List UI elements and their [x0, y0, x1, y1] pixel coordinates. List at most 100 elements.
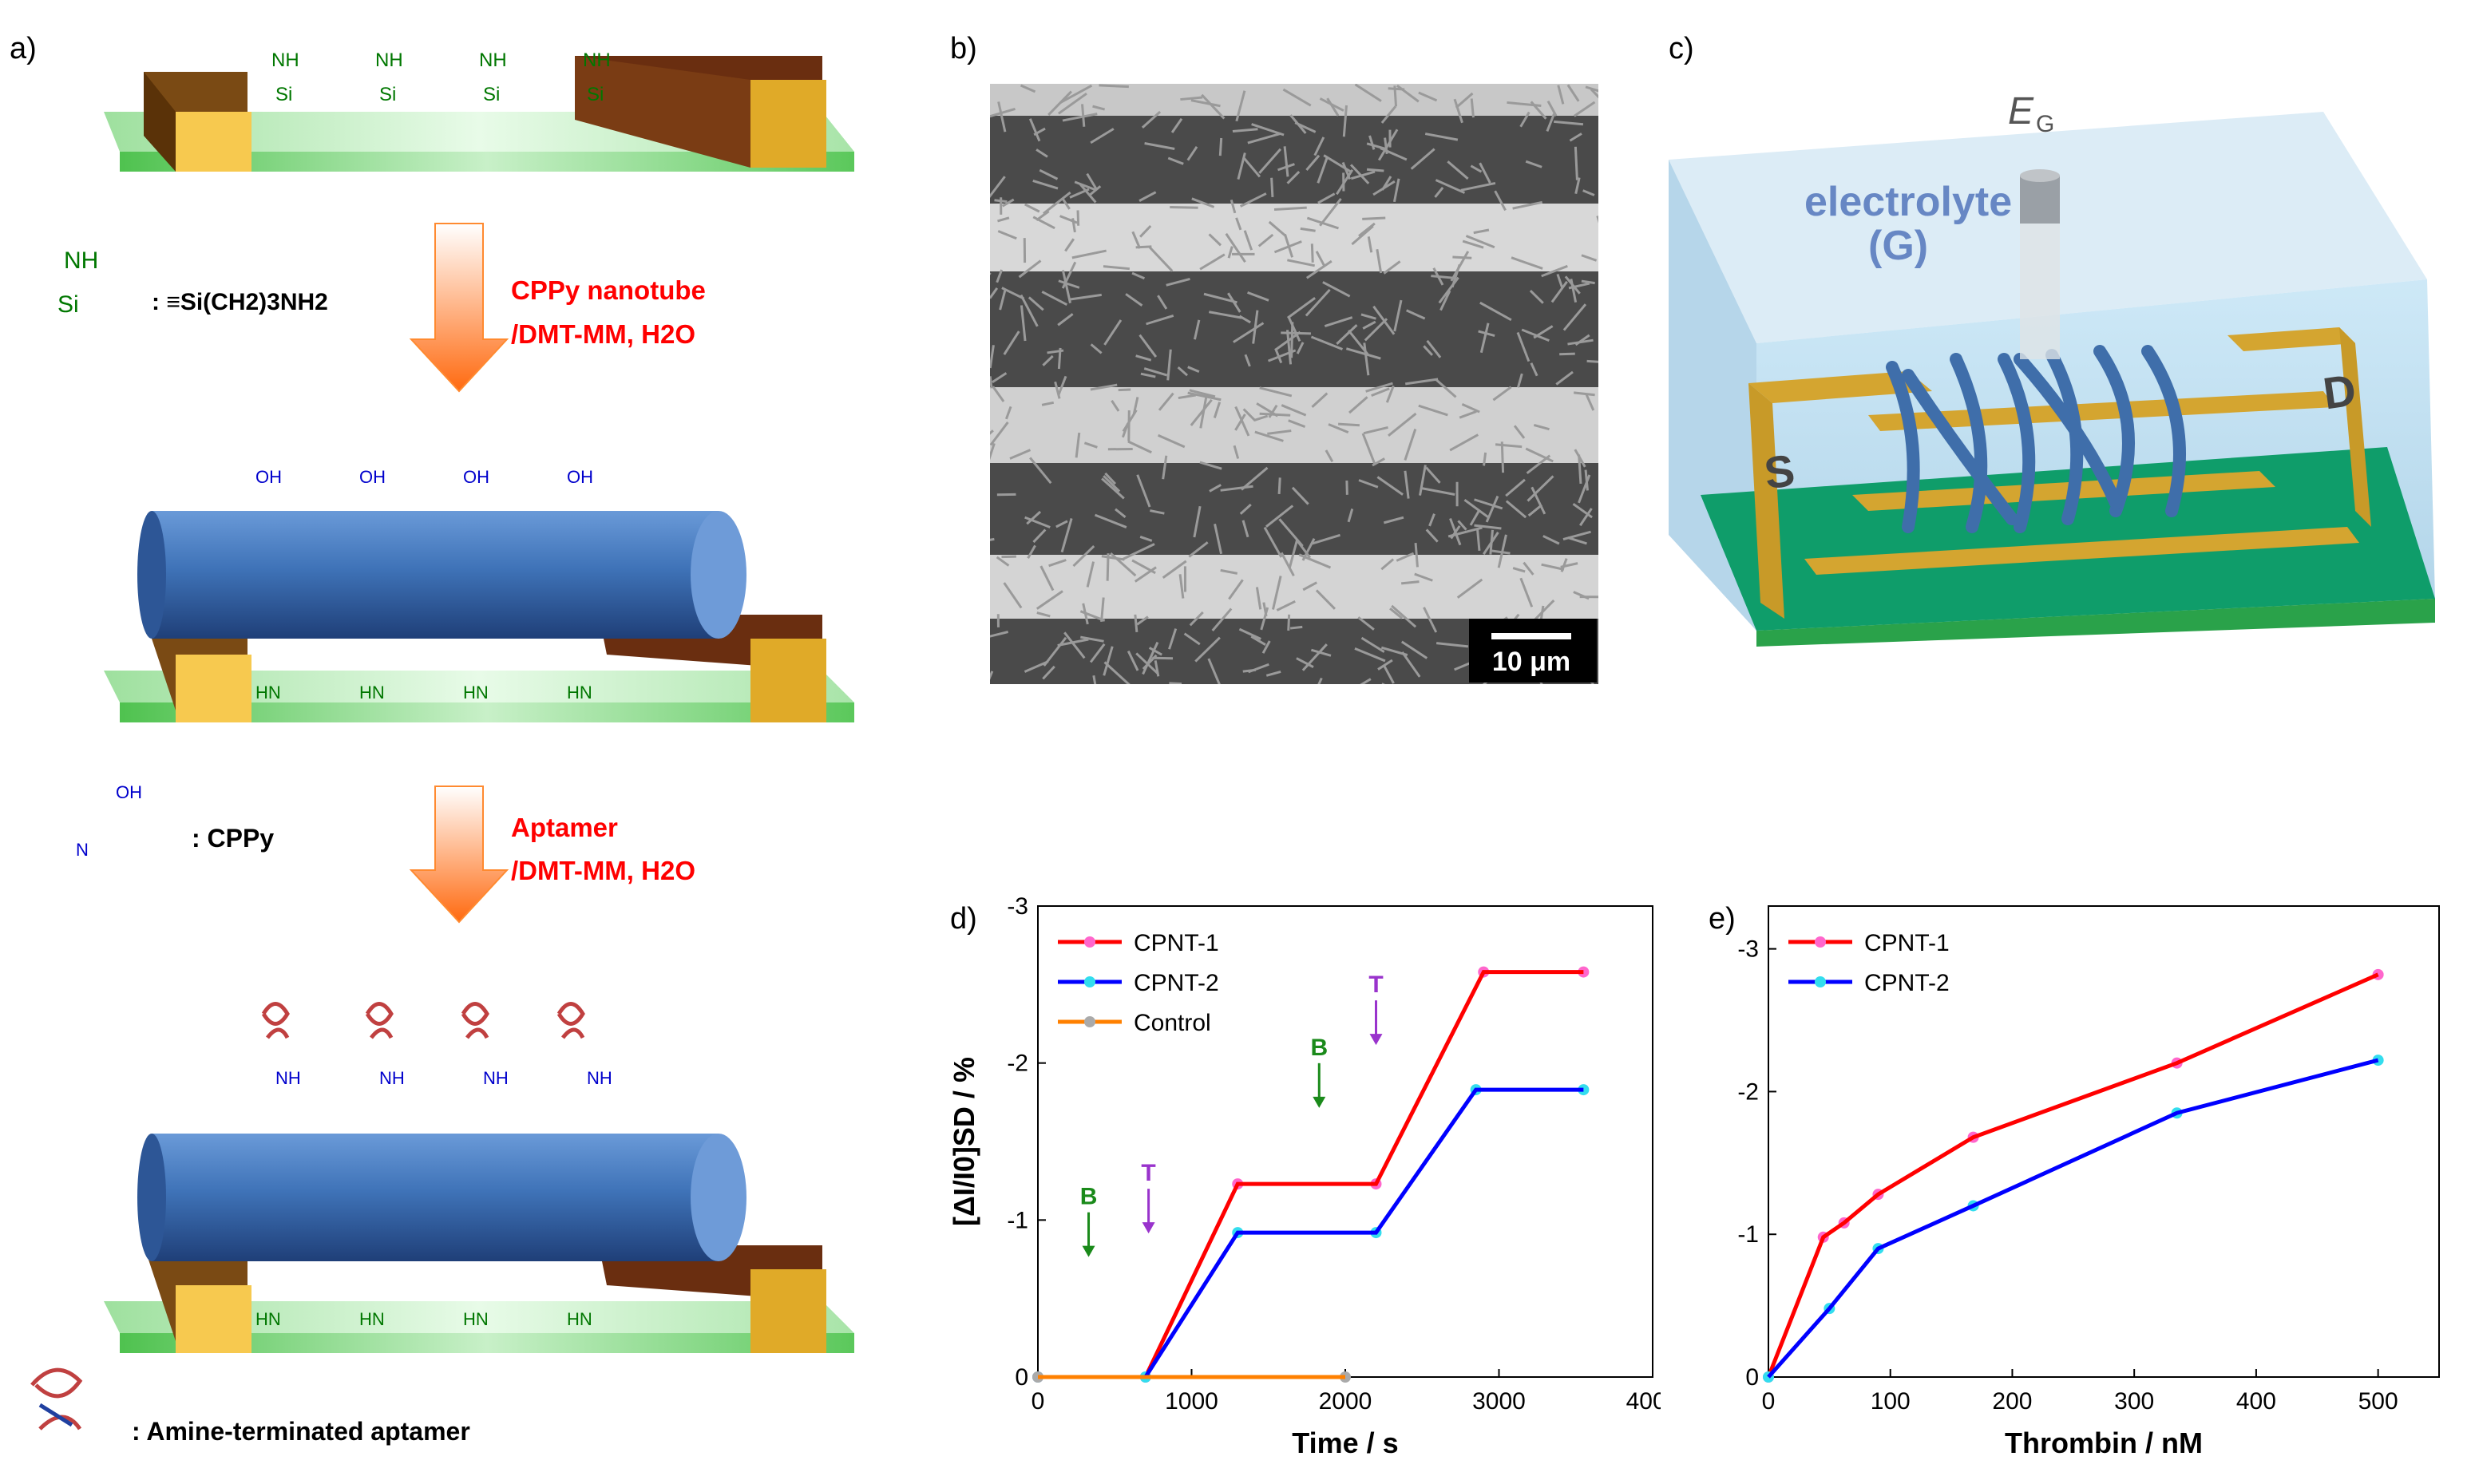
nanotube-wire [1125, 293, 1143, 307]
scale-bar-label: 10 μm [1492, 647, 1570, 677]
nanotube-wire [1041, 291, 1068, 306]
nanotube-wire [1027, 544, 1036, 559]
nanotube-wire [1101, 555, 1125, 561]
nanotube-wire [1513, 425, 1526, 439]
nanotube-wire [1305, 288, 1331, 317]
nanotube-wire [1310, 648, 1332, 657]
nanotube-wire [1456, 578, 1483, 599]
nanotube-wire [1584, 469, 1589, 491]
legend-marker [1815, 976, 1826, 987]
nanotube-wire [1562, 530, 1591, 541]
nanotube-wire [1254, 430, 1284, 442]
nanotube-wire [1018, 259, 1042, 279]
nanotube-wire [1148, 245, 1174, 272]
nanotube-wire [1170, 205, 1198, 209]
y-tick-label: 0 [1745, 1364, 1759, 1391]
nanotube-wire [1432, 267, 1444, 286]
nanotube-wire [1134, 566, 1157, 583]
nanotube-wire [1404, 470, 1410, 499]
nanotube-wire [1141, 110, 1162, 129]
nanotube-wire [1090, 128, 1115, 144]
nanotube-wire [1393, 299, 1403, 332]
nanotube-wire [1048, 559, 1067, 568]
nanotube-wire [1434, 186, 1444, 198]
nanotube-wire [1083, 441, 1098, 449]
panel-b-label: b) [950, 32, 977, 65]
nanotube-wire [1220, 485, 1253, 492]
nanotube-wire [1366, 168, 1384, 172]
nanotube-wire [1199, 461, 1222, 470]
nanotube-wire [1372, 305, 1396, 335]
substrate-step1 [104, 56, 854, 172]
nanotube-wire [1423, 345, 1434, 356]
nanotube-wire [1080, 635, 1104, 643]
legend-marker [1084, 976, 1095, 987]
nanotube-wire [1556, 273, 1564, 289]
nanotube-wire [1225, 232, 1246, 263]
nanotube-wire [1057, 375, 1067, 396]
nanotube-wires [1886, 345, 2186, 533]
legend-label: Control [1134, 1010, 1211, 1036]
x-tick-label: 0 [1032, 1388, 1045, 1415]
nanotube-wire [1505, 478, 1526, 497]
nanotube-wire [990, 671, 994, 680]
nanotube-wire [1383, 665, 1395, 684]
gate-electrode [2020, 169, 2060, 359]
panel-a-label: a) [10, 32, 37, 65]
nanotube-wire [1101, 477, 1125, 500]
nanotube-wire [1270, 177, 1274, 198]
nanotube-wire [1555, 370, 1574, 386]
nanotube-wire [1287, 316, 1301, 342]
nanotube-wire [1162, 560, 1187, 579]
nanotube-wire [990, 537, 995, 541]
nanotube-wire [1388, 412, 1417, 437]
nanotube-wire [1242, 668, 1257, 673]
nanotube-wire [1263, 526, 1283, 558]
nanotube-wire [990, 376, 993, 389]
nanotube-wire [1060, 517, 1073, 553]
nanotube-wire [1247, 132, 1281, 144]
legend-label: CPNT-1 [1134, 930, 1219, 956]
nanotube-wire [1261, 640, 1271, 654]
nanotube-wire [1256, 402, 1279, 417]
nanotube-wire [1422, 487, 1455, 496]
step1-reagent-1: CPPy nanotube [511, 275, 706, 305]
nanotube-wire [1142, 641, 1159, 675]
nanotube-wire [1234, 406, 1250, 437]
nanotube-wire [1079, 183, 1097, 204]
nanotube-wire [1194, 636, 1221, 663]
nanotube-wire [1218, 137, 1223, 156]
nanotube-wire [1473, 228, 1490, 235]
nanotube-wire [1042, 354, 1054, 366]
nanotube-wire [1585, 394, 1595, 411]
nanotube-wire [1542, 535, 1560, 545]
nanotube-wire [1529, 289, 1544, 304]
cppy-structure-n: N [76, 840, 89, 860]
nanotube-wire [1455, 92, 1474, 109]
nanotube-wire [1298, 553, 1332, 569]
nanotube-wire [1546, 100, 1558, 117]
nanotube-wire [1317, 157, 1329, 184]
nanotube-wire [1064, 238, 1075, 252]
nanotube-wire [1315, 589, 1336, 610]
nanotube-wire [1475, 528, 1481, 551]
nanotube-wire [1560, 558, 1568, 572]
nanotube-wire [1364, 318, 1388, 342]
nanotube-wire [1585, 85, 1598, 93]
nanotube-wire [1188, 541, 1209, 558]
nanotube-wire [1276, 600, 1296, 611]
nanotube-wire [1110, 552, 1137, 577]
sem-image: 10 μm [990, 84, 1598, 684]
nanotube-wire [1531, 486, 1546, 515]
nanotube-wire [1177, 366, 1189, 377]
nanotube-wire [1089, 185, 1102, 196]
nanotube-wire [1483, 532, 1499, 556]
nanotube-wire [1235, 90, 1246, 122]
nanotube-wire [1305, 259, 1333, 279]
nanotube-wire [1517, 373, 1523, 388]
nanotube-wire [1541, 264, 1568, 278]
nanotube-wire [1479, 162, 1491, 184]
nanotube-wire [1103, 475, 1121, 493]
nanotube-wire [1039, 168, 1059, 180]
gate-label: E [2008, 90, 2034, 133]
